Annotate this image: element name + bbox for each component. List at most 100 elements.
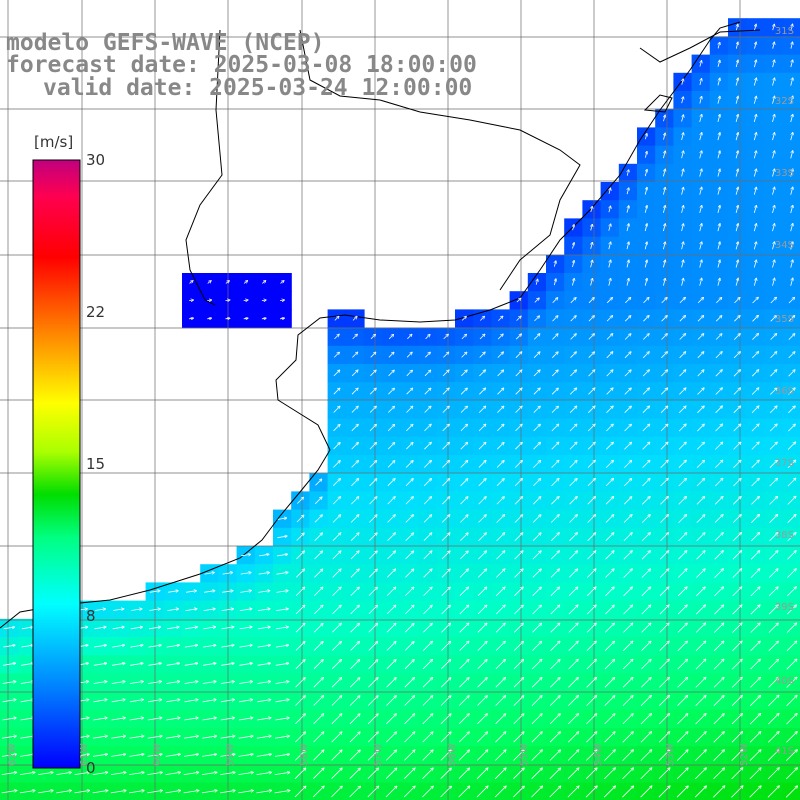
wind-speed-cell bbox=[764, 491, 784, 511]
wind-vector-arrow bbox=[659, 569, 668, 578]
wind-vector-arrow bbox=[569, 515, 578, 523]
wind-vector-arrow bbox=[369, 533, 377, 541]
wind-vector-arrow bbox=[239, 609, 252, 611]
wind-speed-cell bbox=[491, 473, 511, 492]
wind-vector-arrow bbox=[497, 352, 503, 358]
wind-vector-arrow bbox=[552, 334, 557, 340]
wind-speed-cell bbox=[546, 655, 565, 674]
wind-vector-arrow bbox=[623, 587, 633, 597]
lon-label-53w: 53W bbox=[665, 743, 676, 766]
wind-vector-arrow bbox=[732, 605, 742, 615]
wind-vector-arrow bbox=[387, 479, 395, 487]
wind-speed-cell bbox=[546, 309, 565, 329]
wind-speed-cell bbox=[709, 309, 729, 329]
wind-vector-arrow bbox=[717, 169, 720, 177]
wind-speed-cell bbox=[473, 673, 492, 693]
wind-vector-arrow bbox=[514, 515, 523, 523]
wind-vector-arrow bbox=[369, 479, 377, 487]
wind-vector-arrow bbox=[498, 316, 502, 321]
wind-speed-cell bbox=[527, 764, 547, 784]
wind-speed-cell bbox=[728, 418, 747, 438]
wind-speed-cell bbox=[746, 546, 765, 565]
wind-vector-arrow bbox=[550, 533, 559, 542]
wind-vector-arrow bbox=[645, 134, 646, 140]
wind-speed-cell bbox=[600, 582, 620, 602]
wind-vector-arrow bbox=[661, 316, 667, 322]
wind-speed-cell bbox=[382, 564, 401, 583]
wind-vector-arrow bbox=[425, 335, 430, 340]
wind-speed-cell bbox=[491, 655, 511, 674]
lon-label-52w: 52W bbox=[739, 743, 750, 766]
wind-speed-cell bbox=[728, 382, 747, 401]
wind-speed-cell bbox=[491, 564, 511, 583]
wind-speed-cell bbox=[764, 382, 784, 401]
wind-speed-cell bbox=[509, 364, 529, 383]
wind-speed-cell bbox=[291, 709, 310, 729]
wind-vector-arrow bbox=[405, 606, 413, 615]
wind-speed-cell bbox=[527, 582, 547, 602]
wind-vector-arrow bbox=[623, 515, 632, 523]
wind-vector-arrow bbox=[677, 605, 687, 615]
wind-vector-arrow bbox=[569, 424, 577, 432]
wind-speed-cell bbox=[618, 455, 638, 474]
wind-vector-arrow bbox=[770, 316, 777, 322]
wind-vector-arrow bbox=[441, 533, 450, 541]
wind-speed-cell bbox=[564, 655, 583, 674]
wind-vector-arrow bbox=[496, 461, 504, 468]
wind-speed-cell bbox=[400, 418, 420, 438]
wind-speed-cell bbox=[691, 709, 711, 729]
wind-speed-cell bbox=[564, 418, 583, 438]
wind-vector-arrow bbox=[368, 569, 377, 578]
wind-vector-arrow bbox=[718, 43, 720, 49]
wind-vector-arrow bbox=[350, 515, 358, 523]
wind-speed-cell bbox=[546, 436, 565, 456]
wind-vector-arrow bbox=[770, 352, 777, 359]
wind-speed-cell bbox=[436, 418, 456, 438]
wind-speed-cell bbox=[691, 418, 711, 438]
wind-speed-cell bbox=[564, 600, 583, 620]
wind-vector-arrow bbox=[552, 316, 558, 322]
wind-speed-cell bbox=[637, 382, 656, 401]
wind-vector-arrow bbox=[605, 551, 614, 560]
wind-speed-cell bbox=[309, 637, 329, 656]
wind-speed-cell bbox=[345, 345, 365, 365]
wind-speed-cell bbox=[691, 582, 711, 602]
wind-speed-cell bbox=[582, 291, 602, 310]
wind-speed-cell bbox=[618, 436, 638, 456]
wind-vector-arrow bbox=[699, 279, 702, 286]
wind-speed-cell bbox=[327, 637, 347, 656]
wind-vector-arrow bbox=[623, 551, 632, 560]
wind-vector-arrow bbox=[406, 407, 413, 413]
wind-vector-arrow bbox=[751, 370, 758, 377]
wind-vector-arrow bbox=[370, 370, 375, 377]
wind-vector-arrow bbox=[788, 424, 795, 432]
colorbar-ramp bbox=[32, 159, 81, 769]
wind-speed-cell bbox=[746, 618, 765, 638]
wind-vector-arrow bbox=[314, 497, 322, 505]
wind-speed-cell bbox=[491, 436, 511, 456]
wind-speed-cell bbox=[455, 327, 474, 347]
wind-vector-arrow bbox=[790, 78, 793, 86]
wind-vector-arrow bbox=[623, 605, 633, 615]
wind-vector-arrow bbox=[642, 424, 650, 432]
wind-speed-cell bbox=[345, 527, 365, 547]
wind-speed-cell bbox=[455, 764, 474, 784]
wind-speed-cell bbox=[491, 728, 511, 747]
wind-speed-cell bbox=[345, 709, 365, 729]
wind-speed-cell bbox=[691, 655, 711, 674]
wind-vector-arrow bbox=[480, 317, 484, 321]
wind-speed-cell bbox=[673, 655, 693, 674]
wind-vector-arrow bbox=[641, 605, 651, 615]
wind-speed-cell bbox=[327, 691, 347, 711]
wind-vector-arrow bbox=[568, 569, 577, 578]
wind-vector-arrow bbox=[624, 370, 631, 377]
wind-speed-cell bbox=[709, 746, 729, 765]
wind-vector-arrow bbox=[679, 388, 685, 395]
wind-vector-arrow bbox=[735, 60, 738, 68]
wind-speed-cell bbox=[582, 564, 602, 583]
wind-speed-cell bbox=[546, 491, 565, 511]
wind-speed-cell bbox=[436, 509, 456, 529]
wind-vector-arrow bbox=[696, 461, 704, 468]
lon-label-58w: 58W bbox=[299, 743, 310, 766]
wind-speed-cell bbox=[382, 345, 401, 365]
